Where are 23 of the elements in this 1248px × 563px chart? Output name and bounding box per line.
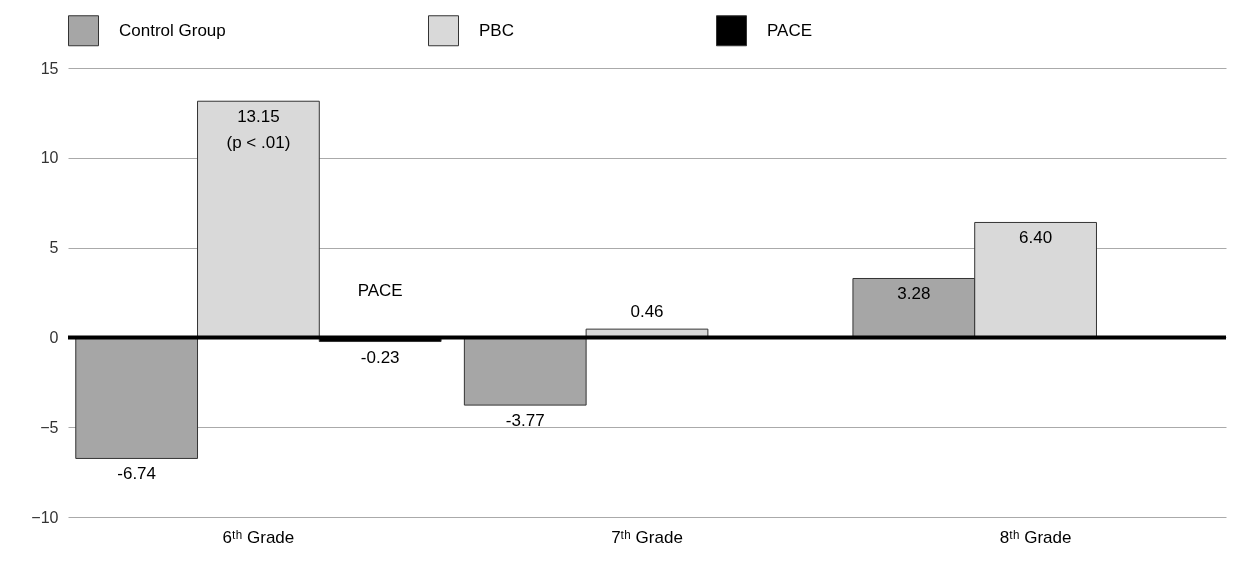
data-label: 6.40: [1019, 228, 1053, 248]
x-tick-label: 7ᵗʰ Grade: [611, 527, 683, 547]
y-tick-label: 10: [40, 149, 59, 167]
bar: [197, 100, 320, 338]
data-label: 13.15: [237, 107, 280, 127]
data-label: 0.46: [630, 302, 664, 322]
data-label: -6.74: [117, 464, 157, 484]
data-label: 3.28: [897, 284, 931, 304]
legend-label: PACE: [767, 20, 813, 40]
data-label: -0.23: [360, 347, 400, 367]
y-tick-label: 0: [49, 328, 59, 346]
y-tick-label: −10: [31, 508, 59, 526]
x-tick-label: 8ᵗʰ Grade: [999, 527, 1072, 547]
y-tick-label: 5: [49, 239, 59, 257]
annotation: PACE: [357, 281, 403, 300]
data-label: -3.77: [505, 411, 545, 431]
legend-label: PBC: [479, 20, 514, 40]
x-tick-label: 6ᵗʰ Grade: [222, 527, 295, 547]
y-tick-label: −5: [40, 418, 59, 436]
y-tick-label: 15: [40, 59, 59, 77]
bar: [463, 336, 587, 406]
legend-label: Control Group: [119, 20, 226, 40]
annotation: (p < .01): [226, 133, 291, 153]
